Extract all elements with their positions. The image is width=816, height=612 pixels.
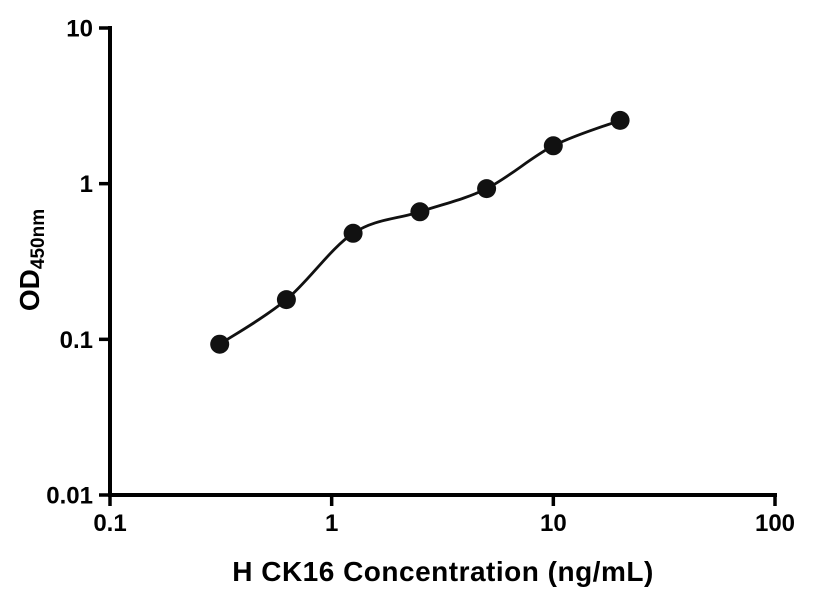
fit-curve [218,119,622,346]
x-axis-tick-label: 100 [755,510,795,537]
y-axis-title-subscript: 450nm [28,208,49,270]
data-point-marker [477,179,497,199]
data-point-marker [343,223,363,243]
x-axis-tick-label: 1 [325,510,338,537]
y-axis-title-main: OD [14,269,45,312]
data-point-marker [410,202,430,222]
x-axis-tick-label: 10 [540,510,567,537]
x-axis-title: H CK16 Concentration (ng/mL) [232,556,654,587]
x-axis-tick-label: 0.1 [93,510,126,537]
y-axis-tick-label: 10 [66,16,93,43]
y-axis-tick-label: 0.1 [60,327,93,354]
y-axis-tick-label: 1 [80,171,93,198]
data-point-marker [610,110,630,130]
data-point-marker [543,136,563,156]
data-point-marker [210,334,230,354]
y-axis-title: OD450nm [8,110,52,410]
y-axis-tick-label: 0.01 [46,483,93,510]
data-point-marker [276,290,296,310]
axis-frame [108,26,777,497]
